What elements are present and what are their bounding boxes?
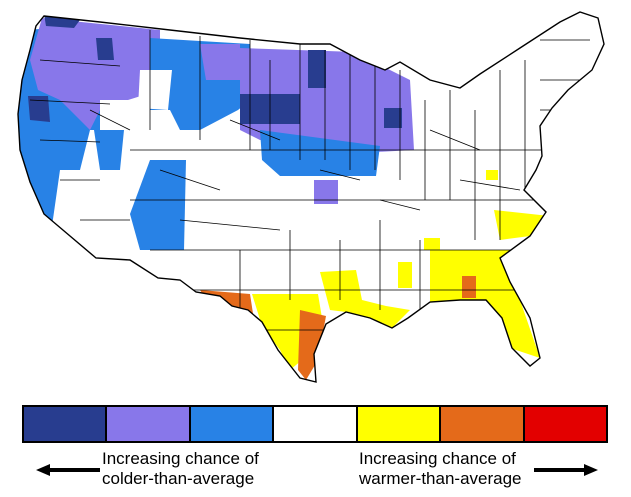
region-california-white (60, 170, 100, 250)
legend-color-scale (22, 405, 608, 443)
region-nevada-blue (94, 130, 124, 170)
region-idaho-white (100, 100, 130, 130)
region-montana-purple (200, 44, 240, 80)
us-climate-division-map (17, 11, 605, 383)
arrow-left-icon (36, 464, 100, 476)
legend-swatch-yellow (357, 407, 442, 441)
climate-division-lines (29, 30, 590, 331)
region-va-yellow (486, 170, 498, 180)
warm-caption-line1: Increasing chance of (359, 449, 516, 468)
region-gulf-yellow (320, 270, 410, 328)
region-wa-coast-dark (28, 96, 50, 122)
region-south-texas-orange (298, 310, 326, 380)
legend-swatch-white (274, 407, 358, 441)
legend-swatch-orange (441, 407, 525, 441)
arrow-right-icon (534, 464, 598, 476)
legend-cold-caption: Increasing chance of colder-than-average (102, 449, 259, 489)
region-utah-blue (130, 160, 186, 250)
region-ks-purple (314, 180, 338, 204)
legend-swatch-blue (190, 407, 275, 441)
region-southeast-yellow (430, 250, 540, 358)
warm-caption-line2: warmer-than-average (359, 469, 522, 488)
region-nd-dark (308, 50, 326, 88)
region-mn-dark (384, 108, 402, 128)
region-georgia-orange (462, 276, 476, 298)
cold-caption-line2: colder-than-average (102, 469, 255, 488)
region-montana-white (138, 70, 172, 110)
legend-warm-caption: Increasing chance of warmer-than-average (359, 449, 522, 489)
region-carolina-yellow (494, 210, 550, 240)
legend-swatch-dark-blue (24, 407, 108, 441)
legend-swatch-red (524, 407, 606, 441)
region-west-texas-orange (200, 290, 254, 340)
region-la-yellow (398, 262, 412, 288)
region-north-plains-purple (240, 48, 414, 152)
region-tn-yellow (424, 238, 440, 250)
region-wa-dark (96, 38, 114, 60)
cold-caption-line1: Increasing chance of (102, 449, 259, 468)
legend-swatch-purple (107, 407, 191, 441)
